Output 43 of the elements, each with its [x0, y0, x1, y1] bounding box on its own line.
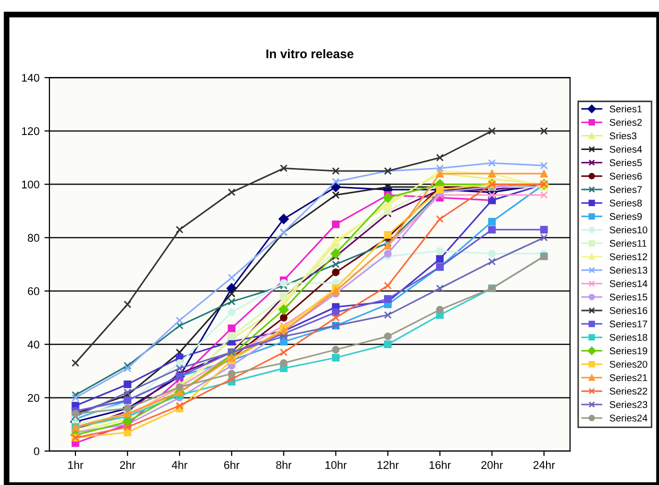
- x-tick-label: 1hr: [68, 460, 84, 469]
- legend-label: Sries3: [610, 132, 636, 140]
- y-tick-label: 20: [28, 394, 40, 402]
- legend-label: Series17: [610, 320, 648, 328]
- legend-label: Series9: [610, 212, 642, 220]
- legend-label: Series21: [610, 374, 648, 382]
- x-tick-label: 4hr: [172, 460, 188, 469]
- legend-label: Series10: [610, 226, 648, 234]
- legend-label: Series8: [610, 199, 642, 206]
- legend-label: Series11: [610, 240, 646, 247]
- legend-label: Series16: [610, 306, 648, 314]
- y-tick-label: 120: [22, 127, 40, 136]
- x-tick-label: 6hr: [224, 460, 240, 469]
- y-tick-label: 0: [34, 447, 40, 456]
- legend-label: Series13: [610, 266, 648, 274]
- x-tick-label: 2hr: [120, 460, 136, 469]
- legend-label: Series2: [610, 118, 642, 126]
- legend-label: Series23: [610, 400, 648, 408]
- y-tick-label: 40: [28, 340, 40, 348]
- legend-label: Series15: [610, 293, 648, 301]
- x-tick-label: 16hr: [430, 460, 451, 469]
- y-tick-label: 100: [22, 180, 40, 188]
- chart-title: In vitro release: [266, 49, 354, 58]
- legend-label: Series4: [610, 146, 642, 153]
- legend-label: Series19: [610, 347, 648, 354]
- legend-label: Series1: [610, 105, 642, 112]
- y-tick-label: 80: [28, 234, 40, 242]
- x-tick-label: 10hr: [325, 460, 347, 469]
- legend-label: Series6: [610, 172, 642, 180]
- legend-label: Series12: [610, 253, 648, 260]
- y-tick-label: 60: [28, 287, 40, 296]
- x-tick-label: 24hr: [533, 460, 555, 469]
- legend-label: Series18: [610, 334, 648, 341]
- legend-label: Series5: [610, 159, 642, 166]
- x-tick-label: 12hr: [378, 460, 399, 469]
- legend-label: Series7: [610, 186, 642, 194]
- x-tick-label: 20hr: [481, 460, 503, 469]
- legend-label: Series20: [610, 360, 648, 368]
- legend-label: Series14: [610, 280, 648, 288]
- x-tick-label: 8hr: [276, 460, 292, 469]
- legend-label: Series24: [610, 414, 648, 422]
- y-tick-label: 140: [22, 74, 40, 82]
- legend-label: Series22: [610, 387, 648, 395]
